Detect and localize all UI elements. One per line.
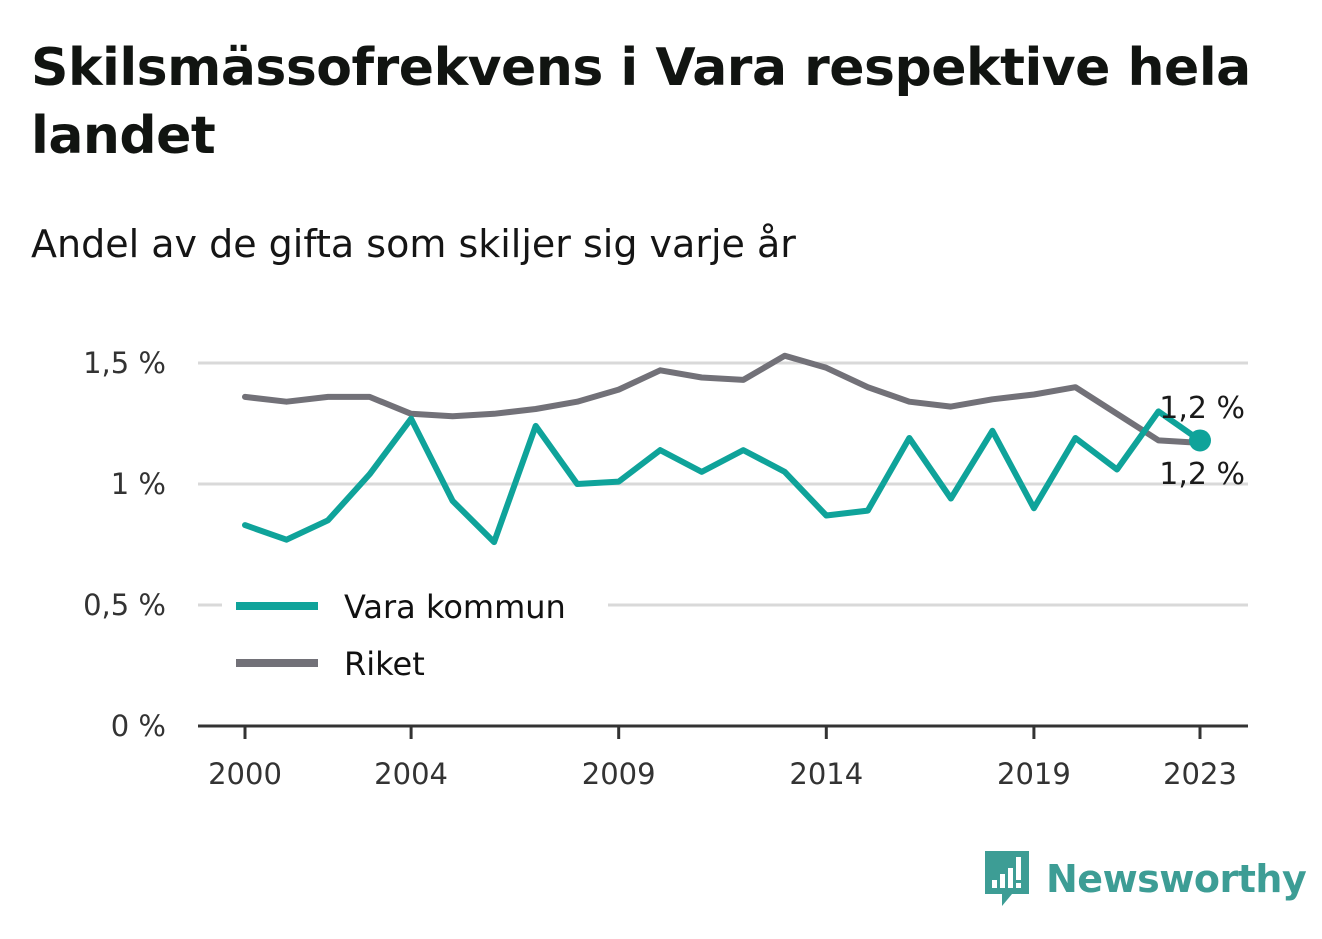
series-lines xyxy=(242,352,1211,546)
newsworthy-logo-icon xyxy=(985,851,1029,906)
y-tick-label: 0 % xyxy=(111,709,166,743)
legend-background xyxy=(222,580,608,698)
legend-label-riket: Riket xyxy=(344,645,425,683)
x-tick-label: 2023 xyxy=(1163,757,1237,791)
series-line-vara xyxy=(242,408,1203,546)
x-tick-label: 2000 xyxy=(208,757,282,791)
series-line-riket xyxy=(242,352,1203,446)
y-tick-label: 0,5 % xyxy=(83,588,166,622)
brand-name: Newsworthy xyxy=(1046,857,1307,901)
newsworthy-brand: Newsworthy xyxy=(982,848,1307,910)
chart-title: Skilsmässofrekvens i Vara respektive hel… xyxy=(31,38,1251,166)
legend-label-vara: Vara kommun xyxy=(344,588,566,626)
x-axis: 2000 2004 2009 2014 2019 2023 xyxy=(198,724,1248,791)
y-tick-label: 1,5 % xyxy=(83,346,166,380)
legend: Vara kommun Riket xyxy=(222,580,608,698)
end-point-vara xyxy=(1189,429,1211,452)
x-tick-label: 2009 xyxy=(582,757,656,791)
y-axis-labels: 0 % 0,5 % 1 % 1,5 % xyxy=(83,346,166,743)
x-tick-label: 2014 xyxy=(789,757,863,791)
x-tick-label: 2019 xyxy=(997,757,1071,791)
x-tick-label: 2004 xyxy=(374,757,448,791)
y-tick-label: 1 % xyxy=(111,467,166,501)
end-label-riket: 1,2 % xyxy=(1159,457,1245,492)
end-label-vara: 1,2 % xyxy=(1159,391,1245,426)
chart-subtitle: Andel av de gifta som skiljer sig varje … xyxy=(31,222,796,266)
end-labels: 1,2 % 1,2 % xyxy=(1159,391,1245,492)
